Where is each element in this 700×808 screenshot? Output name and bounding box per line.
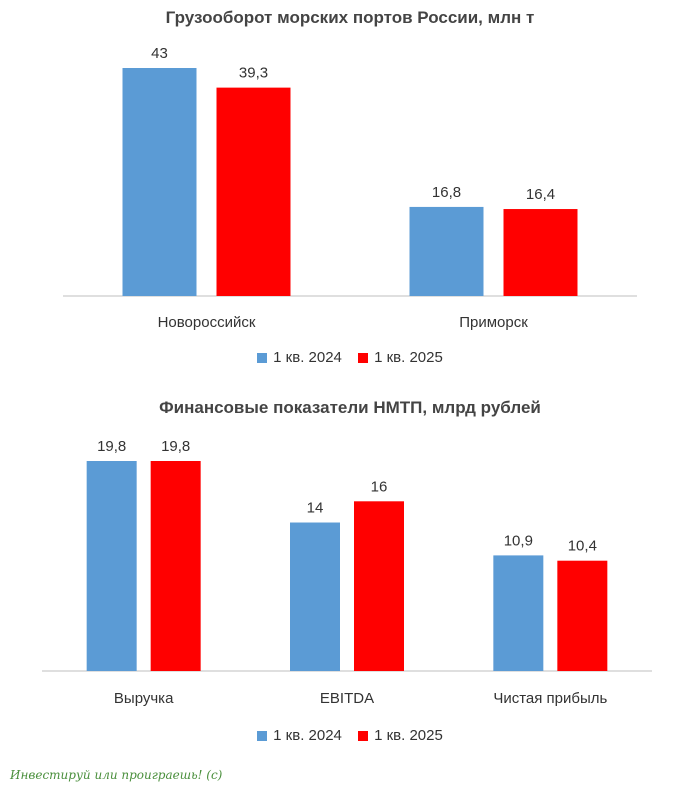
chart-title: Грузооборот морских портов России, млн т [165, 8, 535, 27]
data-label: 14 [307, 500, 324, 517]
data-label: 19,8 [97, 438, 126, 455]
legend-item-2024: 1 кв. 2024 [257, 727, 342, 744]
legend-swatch-2024 [257, 730, 268, 741]
legend-item-2024: 1 кв. 2024 [257, 349, 342, 366]
legend-swatch-2025 [358, 352, 369, 363]
watermark-text: Инвестируй или проиграешь! (с) [10, 768, 223, 782]
bar-2024-cat-1 [290, 522, 340, 671]
financial-indicators-chart: Финансовые показатели НМТП, млрд рублей … [0, 390, 700, 760]
data-label: 10,4 [568, 538, 597, 555]
bar-2024-cat-0 [86, 461, 137, 671]
category-label: Приморск [459, 314, 528, 331]
legend-label-2024: 1 кв. 2024 [273, 727, 342, 744]
data-label: 39,3 [239, 65, 268, 82]
category-label: Новороссийск [158, 314, 256, 331]
data-label: 16,4 [526, 186, 555, 203]
bar-2025-cat-2 [557, 560, 608, 671]
legend-label-2025: 1 кв. 2025 [374, 349, 443, 366]
legend-swatch-2025 [358, 730, 369, 741]
bar-2024-cat-2 [493, 555, 544, 671]
chart-plot-area: 19,8 19,8 Выручка 14 16 EBITDA 10,9 10,4 Чистая … [42, 438, 652, 707]
data-label: 43 [151, 45, 168, 62]
bar-2025-cat-0 [216, 87, 291, 296]
category-label: Чистая прибыль [493, 690, 607, 707]
legend-swatch-2024 [257, 352, 268, 363]
bar-2025-cat-0 [150, 461, 201, 671]
chart-legend: 1 кв. 2024 1 кв. 2025 [0, 349, 700, 367]
legend-item-2025: 1 кв. 2025 [358, 349, 443, 366]
chart-plot-area: 43 39,3 Новороссийск 16,8 16,4 Приморск [63, 45, 637, 331]
bar-2025-cat-1 [503, 209, 578, 296]
data-label: 10,9 [504, 532, 533, 549]
data-label: 19,8 [161, 438, 190, 455]
legend-item-2025: 1 кв. 2025 [358, 727, 443, 744]
bar-2024-cat-1 [409, 206, 484, 296]
category-label: EBITDA [320, 690, 374, 707]
cargo-turnover-chart: Грузооборот морских портов России, млн т… [0, 0, 700, 390]
legend-label-2024: 1 кв. 2024 [273, 349, 342, 366]
category-label: Выручка [114, 690, 174, 707]
chart-title: Финансовые показатели НМТП, млрд рублей [159, 398, 541, 417]
data-label: 16,8 [432, 184, 461, 201]
legend-label-2025: 1 кв. 2025 [374, 727, 443, 744]
bar-2025-cat-1 [354, 501, 404, 671]
chart-legend: 1 кв. 2024 1 кв. 2025 [0, 727, 700, 745]
bar-2024-cat-0 [122, 68, 197, 296]
data-label: 16 [371, 478, 388, 495]
